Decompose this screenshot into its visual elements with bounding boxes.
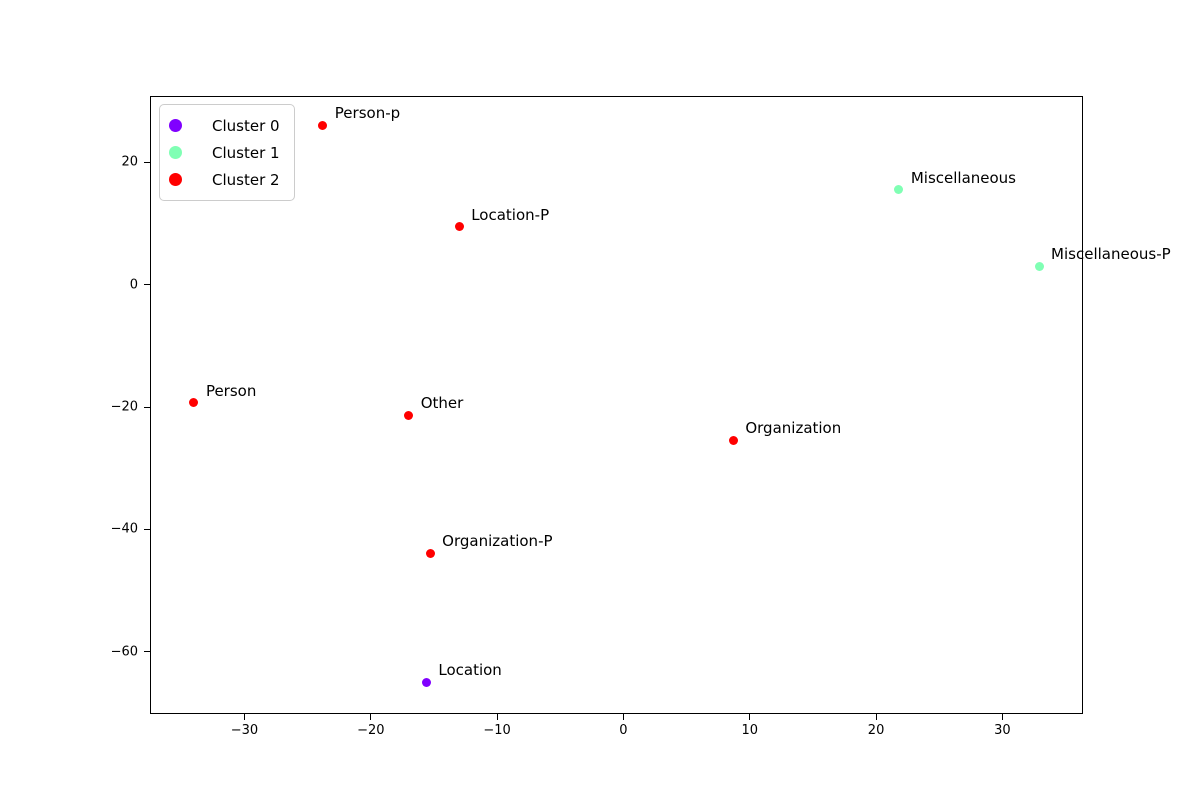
legend-item: Cluster 1	[169, 139, 280, 166]
scatter-point	[404, 410, 414, 420]
plot-area: −30 −20 −10 0 10 20 30 20 0 −20 −40 −60 Location Mis…	[111, 96, 1171, 738]
y-tick-label: −60	[110, 644, 138, 660]
legend: Cluster 0 Cluster 1 Cluster 2	[159, 104, 295, 201]
scatter-point	[894, 185, 904, 195]
y-tick-mark	[144, 284, 150, 286]
legend-marker-icon	[169, 119, 182, 132]
scatter-point	[454, 222, 464, 232]
y-tick-mark	[144, 161, 150, 163]
y-tick-label: −40	[110, 521, 138, 537]
x-tick-label: 20	[867, 723, 885, 738]
y-tick-mark	[144, 651, 150, 653]
x-tick-label: −30	[230, 723, 259, 738]
x-tick-mark	[243, 714, 245, 720]
y-tick-label: 20	[121, 154, 138, 170]
y-tick-mark	[144, 528, 150, 530]
legend-marker-icon	[169, 146, 182, 159]
y-tick-label: 0	[129, 277, 138, 293]
legend-item-label: Cluster 2	[212, 170, 280, 189]
point-label: Organization	[745, 419, 842, 438]
scatter-point	[1034, 261, 1044, 271]
scatter-point	[728, 435, 738, 445]
legend-item-label: Cluster 0	[212, 116, 280, 135]
point-label: Location-P	[471, 205, 550, 224]
legend-item-label: Cluster 1	[212, 143, 280, 162]
scatter-point	[425, 548, 435, 558]
x-tick-label: 0	[619, 723, 628, 738]
x-tick-mark	[875, 714, 877, 720]
x-tick-label: 10	[741, 723, 759, 738]
point-label: Miscellaneous-P	[1051, 245, 1171, 264]
legend-item: Cluster 2	[169, 166, 280, 193]
point-label: Organization-P	[442, 532, 553, 551]
x-tick-mark	[1001, 714, 1003, 720]
legend-marker-icon	[169, 173, 182, 186]
scatter-point	[421, 677, 431, 687]
point-label: Other	[420, 394, 464, 413]
x-tick-label: −10	[483, 723, 511, 738]
x-tick-label: −20	[357, 723, 385, 738]
point-label: Location	[438, 661, 502, 680]
point-label: Miscellaneous	[910, 168, 1016, 187]
scatter-point	[318, 120, 328, 130]
scatter-point	[189, 398, 199, 408]
x-tick-mark	[496, 714, 498, 720]
point-label: Person-p	[334, 104, 401, 123]
x-tick-mark	[370, 714, 372, 720]
x-tick-mark	[622, 714, 624, 720]
legend-item: Cluster 0	[169, 112, 280, 139]
y-tick-label: −20	[110, 399, 138, 415]
x-tick-mark	[749, 714, 751, 720]
y-tick-mark	[144, 406, 150, 408]
point-label: Person	[205, 381, 257, 400]
x-tick-label: 30	[994, 723, 1011, 738]
